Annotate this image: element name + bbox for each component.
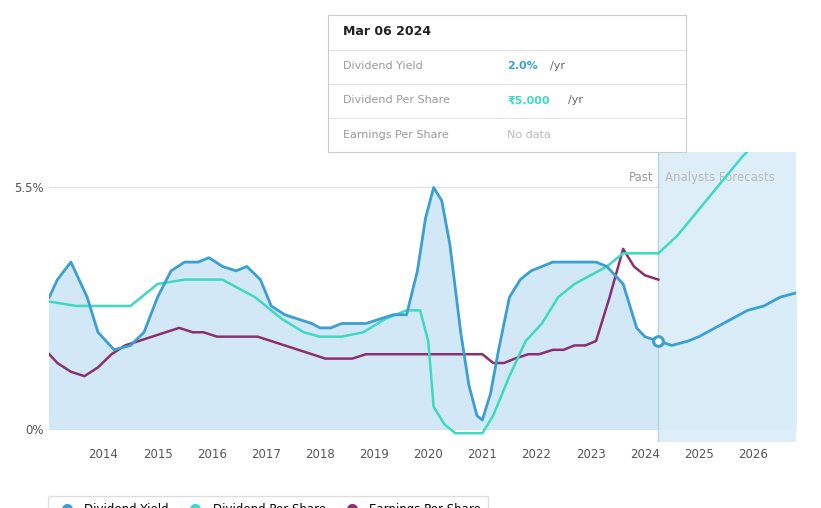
Text: Dividend Per Share: Dividend Per Share — [342, 96, 450, 105]
Text: No data: No data — [507, 130, 551, 140]
Text: Dividend Yield: Dividend Yield — [342, 61, 423, 71]
Text: Past: Past — [630, 171, 654, 184]
Text: Earnings Per Share: Earnings Per Share — [342, 130, 448, 140]
Legend: Dividend Yield, Dividend Per Share, Earnings Per Share: Dividend Yield, Dividend Per Share, Earn… — [48, 496, 488, 508]
Bar — [658, 152, 796, 442]
Text: Mar 06 2024: Mar 06 2024 — [342, 25, 431, 38]
Text: ₹5.000: ₹5.000 — [507, 96, 549, 105]
Text: /yr: /yr — [567, 96, 583, 105]
Text: /yr: /yr — [550, 61, 565, 71]
Text: 2.0%: 2.0% — [507, 61, 538, 71]
Text: Analysts Forecasts: Analysts Forecasts — [665, 171, 775, 184]
